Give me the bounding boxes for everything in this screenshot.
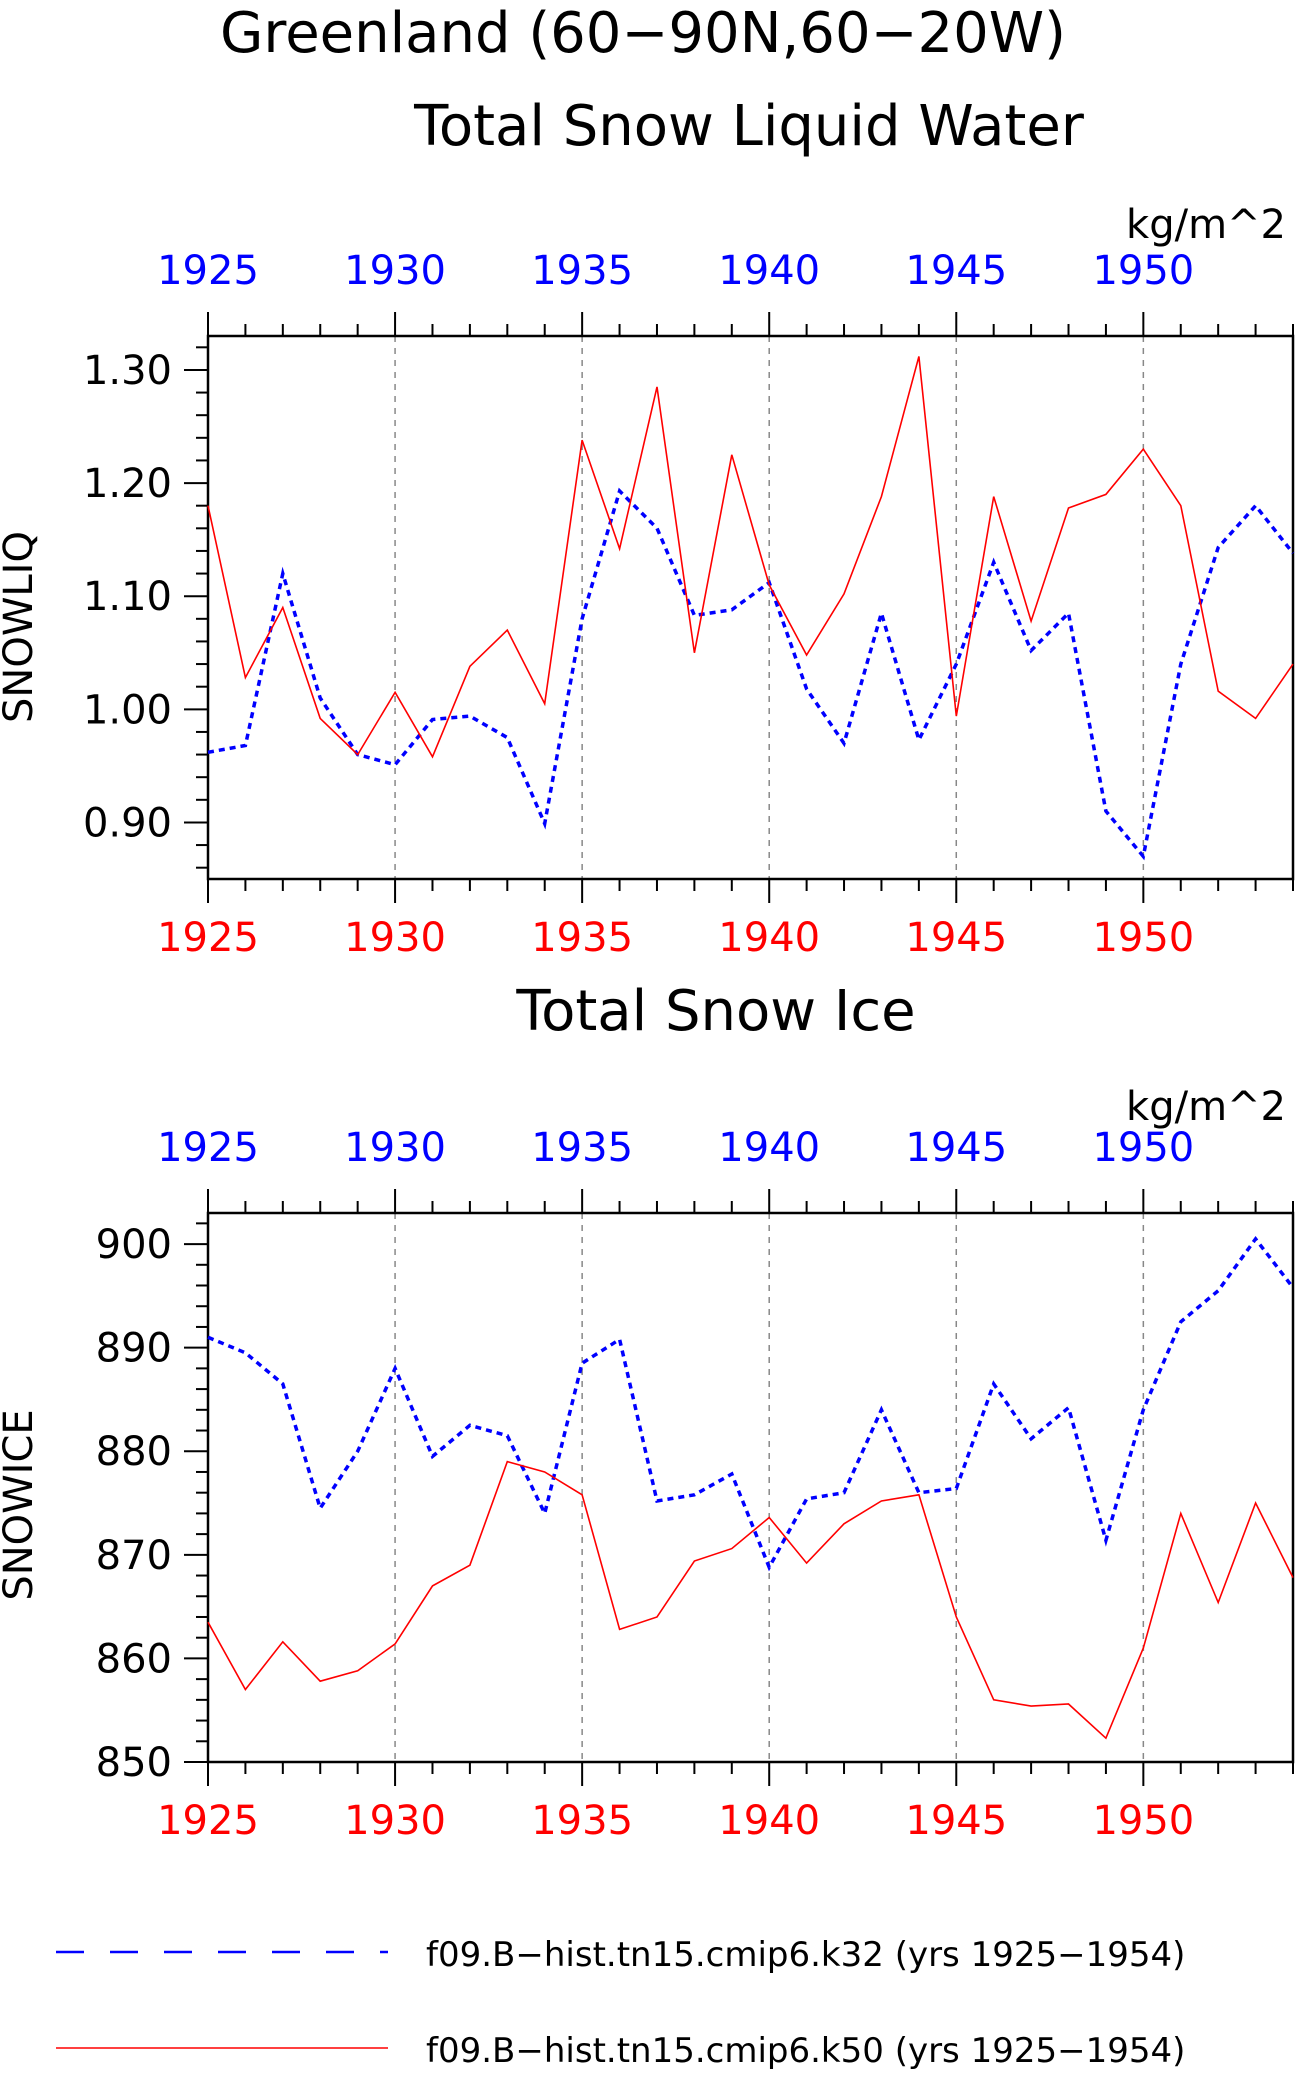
panel-title: Total Snow Liquid Water bbox=[413, 94, 1085, 159]
x-tick-label-bottom: 1940 bbox=[718, 1798, 820, 1844]
y-tick-label: 870 bbox=[96, 1533, 172, 1579]
x-tick-label-bottom: 1945 bbox=[905, 1798, 1007, 1844]
y-tick-label: 860 bbox=[96, 1636, 172, 1682]
series-line-k50 bbox=[207, 356, 1294, 759]
units-label: kg/m^2 bbox=[1126, 202, 1286, 248]
legend-label-k32: f09.B−hist.tn15.cmip6.k32 (yrs 1925−1954… bbox=[426, 1935, 1185, 1975]
x-tick-label-bottom: 1935 bbox=[531, 1798, 633, 1844]
y-tick-label: 850 bbox=[96, 1740, 172, 1786]
x-tick-label-bottom: 1925 bbox=[157, 915, 259, 961]
y-tick-label: 890 bbox=[96, 1326, 172, 1372]
x-tick-label-bottom: 1930 bbox=[344, 1798, 446, 1844]
svg-text:SNOWICE: SNOWICE bbox=[0, 1409, 42, 1600]
x-tick-label-top: 1925 bbox=[157, 1125, 259, 1171]
y-tick-label: 0.90 bbox=[83, 800, 172, 846]
x-tick-label-bottom: 1925 bbox=[157, 1798, 259, 1844]
x-tick-label-top: 1950 bbox=[1092, 248, 1194, 294]
x-tick-label-bottom: 1930 bbox=[344, 915, 446, 961]
point-k32 bbox=[879, 611, 883, 615]
x-tick-label-top: 1950 bbox=[1092, 1125, 1194, 1171]
x-tick-label-top: 1940 bbox=[718, 1125, 820, 1171]
series-line-k32 bbox=[207, 487, 1295, 861]
x-tick-label-top: 1945 bbox=[905, 1125, 1007, 1171]
x-tick-label-top: 1940 bbox=[718, 248, 820, 294]
panel-snowice: Total Snow Ice kg/m^2 SNOWICE 1925 1925 19… bbox=[0, 979, 1295, 1844]
units-label: kg/m^2 bbox=[1126, 1084, 1286, 1130]
x-tick-label-top: 1935 bbox=[531, 248, 633, 294]
series-line-k50 bbox=[207, 1460, 1294, 1740]
x-tick-label-top: 1930 bbox=[344, 1125, 446, 1171]
x-tick-label-top: 1925 bbox=[157, 248, 259, 294]
plot-frame bbox=[206, 334, 1295, 881]
y-tick-label: 900 bbox=[96, 1222, 172, 1268]
point-k32 bbox=[917, 738, 921, 742]
y-tick-label: 1.00 bbox=[83, 687, 172, 733]
x-tick-label-bottom: 1950 bbox=[1092, 1798, 1194, 1844]
y-tick-label: 880 bbox=[96, 1429, 172, 1475]
point-k32 bbox=[468, 714, 472, 718]
svg-text:SNOWLIQ: SNOWLIQ bbox=[0, 531, 42, 723]
y-tick-label: 1.10 bbox=[83, 574, 172, 620]
panel-title: Total Snow Ice bbox=[515, 979, 915, 1044]
x-tick-label-bottom: 1945 bbox=[905, 915, 1007, 961]
figure-title: Greenland (60−90N,60−20W) bbox=[220, 1, 1066, 66]
y-axis-label: SNOWICE bbox=[0, 1409, 42, 1600]
series-line-k32 bbox=[207, 1235, 1295, 1572]
y-tick-label: 1.30 bbox=[83, 348, 172, 394]
x-tick-label-top: 1935 bbox=[531, 1125, 633, 1171]
x-tick-label-top: 1945 bbox=[905, 248, 1007, 294]
x-tick-label-bottom: 1940 bbox=[718, 915, 820, 961]
legend-label-k50: f09.B−hist.tn15.cmip6.k50 (yrs 1925−1954… bbox=[426, 2031, 1185, 2071]
x-tick-label-bottom: 1935 bbox=[531, 915, 633, 961]
y-axis-label: SNOWLIQ bbox=[0, 531, 42, 723]
y-tick-label: 1.20 bbox=[83, 461, 172, 507]
x-tick-label-top: 1930 bbox=[344, 248, 446, 294]
x-tick-label-bottom: 1950 bbox=[1092, 915, 1194, 961]
legend: f09.B−hist.tn15.cmip6.k32 (yrs 1925−1954… bbox=[56, 1935, 1185, 2071]
panel-snowliq: Total Snow Liquid Water kg/m^2 SNOWLIQ 1… bbox=[0, 94, 1295, 961]
plot-frame bbox=[206, 1211, 1295, 1764]
